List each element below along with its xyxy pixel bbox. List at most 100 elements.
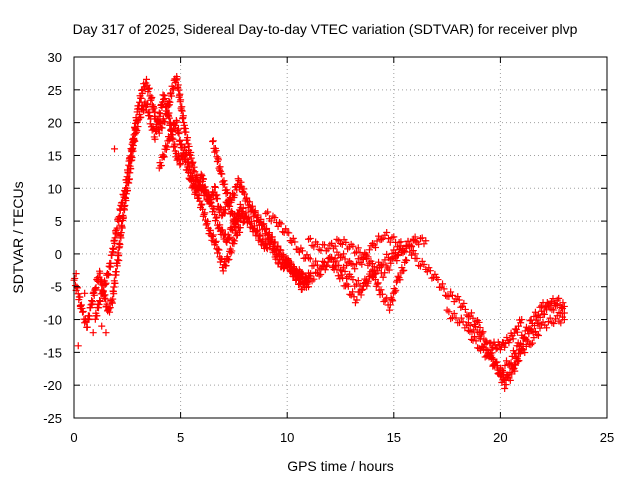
y-tick-label: -20	[43, 378, 62, 393]
data-point	[440, 285, 448, 293]
data-point	[226, 233, 234, 241]
data-point	[365, 246, 373, 254]
data-point	[102, 279, 110, 287]
data-point	[560, 316, 568, 324]
data-point	[505, 339, 513, 347]
data-point	[510, 329, 518, 337]
data-point	[182, 158, 190, 166]
data-point	[157, 161, 165, 169]
data-point	[236, 200, 244, 208]
data-point	[550, 306, 558, 314]
data-point	[482, 337, 490, 345]
data-point	[339, 274, 347, 282]
data-point	[76, 293, 84, 301]
data-point	[472, 337, 480, 345]
data-point	[392, 286, 400, 294]
data-point	[300, 283, 308, 291]
data-point	[349, 242, 357, 250]
data-point	[187, 177, 195, 185]
data-point	[377, 286, 385, 294]
data-point	[416, 262, 424, 270]
y-tick-label: -15	[43, 345, 62, 360]
data-point	[83, 323, 91, 331]
data-point	[200, 210, 208, 218]
data-point	[518, 346, 526, 354]
data-point	[92, 284, 100, 292]
data-point	[265, 229, 273, 237]
data-point	[527, 341, 535, 349]
data-point	[333, 266, 341, 274]
data-point	[400, 247, 408, 255]
data-point	[552, 300, 560, 308]
data-point	[368, 239, 376, 247]
data-point	[165, 136, 173, 144]
data-point	[354, 277, 362, 285]
data-point	[400, 266, 408, 274]
data-point	[399, 249, 407, 257]
plot-frame	[73, 56, 608, 419]
data-point	[487, 339, 495, 347]
data-point	[303, 251, 311, 259]
data-point	[169, 86, 177, 94]
data-point	[142, 75, 150, 83]
data-point	[285, 229, 293, 237]
data-point	[140, 107, 148, 115]
data-point	[409, 247, 417, 255]
data-point	[387, 259, 395, 267]
data-point	[420, 260, 428, 268]
data-point	[326, 255, 334, 263]
data-point	[323, 261, 331, 269]
data-point	[145, 84, 153, 92]
data-point	[197, 201, 205, 209]
data-point	[525, 330, 533, 338]
data-point	[518, 316, 526, 324]
data-point	[477, 335, 485, 343]
data-point	[454, 293, 462, 301]
data-point	[295, 280, 303, 288]
data-point	[333, 235, 341, 243]
data-point	[522, 335, 530, 343]
data-point	[285, 261, 293, 269]
data-point	[379, 260, 387, 268]
data-point	[219, 226, 227, 234]
x-tick-label: 5	[177, 430, 184, 445]
data-point	[101, 295, 109, 303]
data-point	[528, 339, 536, 347]
data-point	[209, 231, 217, 239]
data-point	[197, 170, 205, 178]
y-tick-label: -10	[43, 313, 62, 328]
data-point	[389, 297, 397, 305]
data-point	[212, 237, 220, 245]
data-point	[406, 241, 414, 249]
data-point	[187, 154, 195, 162]
data-point	[262, 226, 270, 234]
data-point	[99, 288, 107, 296]
data-point	[514, 357, 522, 365]
data-point	[263, 224, 271, 232]
data-point	[292, 266, 300, 274]
data-point	[150, 104, 158, 112]
data-point	[174, 155, 182, 163]
data-point	[229, 236, 237, 244]
data-point	[241, 190, 249, 198]
data-point	[423, 268, 431, 276]
y-tick-label: 15	[48, 148, 62, 163]
data-point	[180, 149, 188, 157]
data-point	[354, 255, 362, 263]
data-point	[231, 191, 239, 199]
data-point	[559, 299, 567, 307]
data-point	[425, 264, 433, 272]
data-point	[101, 280, 109, 288]
data-point	[242, 209, 250, 217]
data-point	[116, 241, 124, 249]
data-point	[155, 129, 163, 137]
data-point	[179, 112, 187, 120]
data-point	[204, 218, 212, 226]
data-point	[151, 135, 159, 143]
y-tick-label: 25	[48, 83, 62, 98]
data-point	[253, 226, 261, 234]
data-point	[322, 247, 330, 255]
data-point	[172, 121, 180, 129]
data-point	[259, 235, 267, 243]
data-point	[210, 205, 218, 213]
